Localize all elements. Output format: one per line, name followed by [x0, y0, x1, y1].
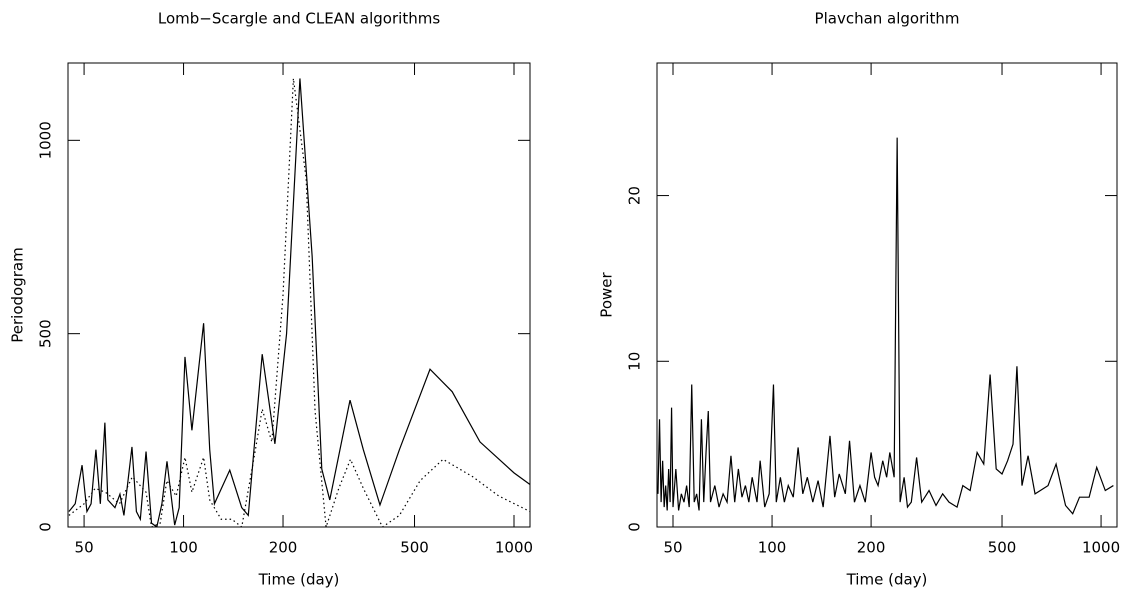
- y-axis-label: Power: [598, 271, 616, 317]
- y-tick-label: 1000: [37, 121, 55, 159]
- chart-title: Lomb−Scargle and CLEAN algorithms: [158, 10, 440, 28]
- y-axis-label: Periodogram: [9, 247, 27, 342]
- series-line: [657, 137, 1114, 515]
- x-tick-label: 100: [758, 539, 787, 557]
- x-tick-label: 100: [169, 539, 198, 557]
- x-tick-label: 500: [988, 539, 1017, 557]
- x-tick-label: 1000: [495, 539, 533, 557]
- y-tick-label: 0: [626, 522, 644, 532]
- y-tick-label: 500: [37, 319, 55, 348]
- chart-title: Plavchan algorithm: [815, 10, 960, 28]
- series-line: [68, 78, 530, 527]
- x-axis-label: Time (day): [258, 571, 340, 589]
- y-tick-label: 10: [626, 352, 644, 371]
- y-tick-label: 0: [37, 522, 55, 532]
- x-tick-label: 200: [269, 539, 298, 557]
- x-tick-label: 1000: [1082, 539, 1120, 557]
- x-tick-label: 500: [400, 539, 429, 557]
- x-tick-label: 200: [857, 539, 886, 557]
- y-tick-label: 20: [626, 186, 644, 205]
- x-tick-label: 50: [75, 539, 94, 557]
- plot-frame: [67, 62, 531, 528]
- x-axis-label: Time (day): [846, 571, 928, 589]
- plot-frame: [656, 62, 1118, 528]
- x-tick-label: 50: [663, 539, 682, 557]
- series-line: [68, 78, 530, 527]
